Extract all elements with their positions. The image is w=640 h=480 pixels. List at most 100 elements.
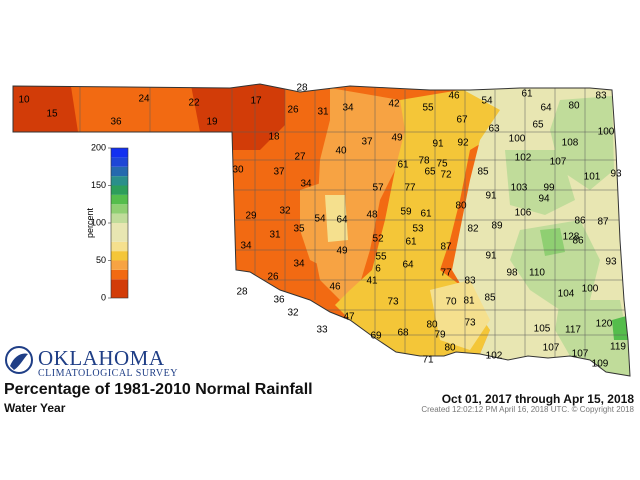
station-value: 36 (110, 117, 122, 128)
legend: 0 50 100 150 200 percent (85, 142, 129, 302)
station-value: 46 (448, 91, 460, 102)
station-value: 86 (572, 236, 584, 247)
station-value: 33 (316, 325, 328, 336)
legend-band (111, 260, 128, 270)
station-value: 86 (574, 216, 586, 227)
station-value: 54 (314, 214, 326, 225)
station-value: 100 (509, 134, 526, 145)
station-value: 42 (388, 99, 400, 110)
station-value: 105 (534, 324, 551, 335)
station-value: 102 (486, 351, 503, 362)
station-value: 80 (455, 201, 467, 212)
station-value: 46 (329, 282, 341, 293)
legend-band (111, 185, 128, 195)
station-value: 41 (366, 276, 378, 287)
station-value: 10 (18, 95, 30, 106)
station-value: 26 (267, 272, 279, 283)
legend-band (111, 204, 128, 214)
station-value: 89 (491, 221, 503, 232)
logo-line1: OKLAHOMA (38, 346, 165, 370)
station-value: 57 (372, 183, 384, 194)
station-value: 35 (293, 224, 305, 235)
state-outline (12, 83, 631, 377)
station-value: 91 (485, 251, 497, 262)
station-value: 19 (206, 117, 218, 128)
legend-band (111, 157, 128, 167)
station-value: 102 (515, 153, 532, 164)
created-stamp: Created 12:02:12 PM April 16, 2018 UTC. … (421, 405, 634, 414)
station-value: 67 (456, 115, 468, 126)
station-value: 107 (550, 157, 567, 168)
legend-band (111, 194, 128, 205)
station-value: 34 (293, 259, 305, 270)
station-value: 119 (610, 342, 626, 353)
legend-band (111, 148, 128, 158)
station-value: 31 (317, 107, 329, 118)
station-value: 100 (598, 127, 615, 138)
station-value: 109 (592, 359, 609, 370)
station-value: 101 (584, 172, 601, 183)
station-value: 108 (562, 138, 579, 149)
station-value: 85 (484, 293, 496, 304)
station-value: 26 (287, 105, 299, 116)
station-value: 49 (336, 246, 348, 257)
station-value: 73 (464, 318, 476, 329)
station-value: 85 (477, 167, 489, 178)
map-subtitle: Water Year (4, 401, 66, 415)
legend-band (111, 241, 128, 252)
station-value: 69 (370, 331, 382, 342)
station-value: 75 (436, 159, 448, 170)
station-value: 80 (426, 320, 438, 331)
legend-band (111, 251, 128, 261)
station-value: 61 (405, 237, 417, 248)
station-value: 27 (294, 152, 306, 163)
station-value: 87 (597, 217, 609, 228)
legend-bands (111, 148, 128, 298)
station-value: 70 (445, 297, 457, 308)
station-value: 29 (245, 211, 257, 222)
legend-axis-label: percent (85, 207, 95, 238)
station-value: 110 (529, 268, 545, 279)
logo-line2: CLIMATOLOGICAL SURVEY (38, 368, 178, 379)
station-value: 98 (506, 268, 518, 279)
station-value: 77 (440, 268, 452, 279)
station-value: 24 (138, 94, 150, 105)
station-value: 22 (188, 98, 200, 109)
station-value: 100 (582, 284, 599, 295)
station-value: 37 (273, 167, 285, 178)
station-value: 34 (240, 241, 252, 252)
station-value: 34 (342, 103, 354, 114)
station-value: 94 (538, 194, 550, 205)
station-value: 61 (420, 209, 432, 220)
legend-tick-label: 100 (91, 217, 106, 227)
legend-band (111, 166, 128, 177)
logo-emblem-icon (5, 346, 33, 374)
station-value: 77 (404, 183, 416, 194)
date-range: Oct 01, 2017 through Apr 15, 2018 (441, 392, 634, 406)
station-value: 81 (463, 296, 475, 307)
station-value: 40 (335, 146, 347, 157)
station-value: 31 (269, 230, 281, 241)
station-value: 61 (397, 160, 409, 171)
station-value: 120 (596, 319, 613, 330)
county-lines (79, 86, 628, 362)
station-value: 53 (412, 224, 424, 235)
station-value: 17 (250, 96, 262, 107)
station-value: 48 (366, 210, 378, 221)
station-value: 54 (481, 96, 493, 107)
station-value: 61 (521, 89, 533, 100)
station-value: 49 (391, 133, 403, 144)
station-value: 64 (336, 215, 348, 226)
station-value: 28 (296, 83, 308, 94)
station-value: 73 (387, 297, 399, 308)
station-value: 68 (397, 328, 409, 339)
station-value: 79 (434, 330, 446, 341)
legend-ticks: 0 50 100 150 200 (91, 142, 111, 302)
station-value: 78 (418, 156, 430, 167)
station-value: 18 (268, 132, 280, 143)
station-value: 106 (515, 208, 532, 219)
station-value: 47 (343, 312, 355, 323)
station-value: 91 (432, 139, 444, 150)
